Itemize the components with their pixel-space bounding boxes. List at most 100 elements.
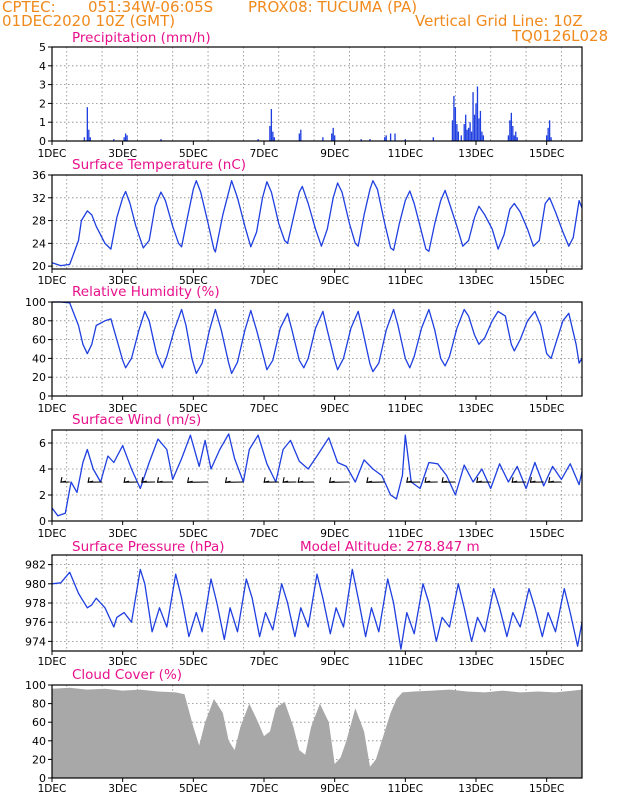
y-tick-label: 100: [25, 679, 46, 692]
cloud-title: Cloud Cover (%): [72, 667, 182, 683]
x-tick-label: 5DEC: [179, 783, 208, 795]
wind-arrow: [297, 477, 315, 483]
precip-bar: [547, 127, 549, 141]
cloud-frame: [51, 684, 583, 779]
header-datetime: 01DEC2020 10Z (GMT): [2, 12, 176, 30]
precip-bar: [546, 135, 548, 141]
wind-line: [51, 433, 583, 517]
x-tick-label: 7DEC: [250, 148, 279, 160]
precip-bar: [385, 135, 387, 141]
x-tick-label: 3DEC: [108, 783, 137, 795]
precip-bar: [466, 129, 468, 141]
precip-bar: [124, 133, 127, 141]
precip-bar: [481, 131, 483, 141]
y-tick-label: 36: [32, 169, 46, 182]
precip-bar: [451, 120, 454, 141]
precip-bar: [88, 129, 90, 141]
precip-bar: [548, 120, 551, 141]
pressure-line: [51, 568, 583, 650]
wind-arrow-head: [424, 477, 431, 483]
x-tick-label: 9DEC: [320, 403, 349, 415]
x-tick-label: 13DEC: [458, 656, 493, 668]
y-tick-label: 20: [32, 260, 46, 273]
y-tick-label: 80: [32, 698, 46, 711]
precip-bar: [550, 137, 552, 141]
wind-arrow: [123, 477, 138, 483]
precip-bar: [369, 139, 371, 141]
wind-arrow-head: [186, 477, 193, 484]
precip-bar: [475, 103, 477, 141]
y-tick-label: 978: [25, 597, 46, 610]
y-tick-label: 5: [39, 41, 46, 54]
wind-arrow-head: [156, 477, 163, 483]
y-tick-label: 982: [25, 559, 46, 572]
precip-bar: [332, 127, 334, 141]
wind-arrow: [141, 477, 156, 483]
x-tick-label: 13DEC: [458, 783, 493, 795]
header-source: CPTEC:: [2, 0, 56, 16]
precip-bar: [300, 129, 302, 141]
precip-bar: [89, 137, 91, 141]
temp-line: [51, 180, 583, 267]
wind-arrow: [186, 477, 209, 484]
wind-arrow: [424, 477, 438, 483]
x-tick-label: 1DEC: [38, 656, 67, 668]
x-tick-label: 7DEC: [250, 403, 279, 415]
precip-bar: [394, 133, 396, 141]
y-tick-label: 60: [32, 334, 46, 347]
temp-title: Surface Temperature (nC): [72, 157, 246, 173]
header-station: PROX08: TUCUMA (PA): [248, 0, 418, 16]
precip-bar: [334, 135, 336, 141]
precip-bar: [478, 118, 480, 141]
y-tick-label: 24: [32, 237, 46, 250]
y-tick-label: 1: [39, 116, 46, 129]
y-tick-label: 2: [39, 97, 46, 110]
precip-bar: [469, 122, 471, 141]
x-tick-label: 11DEC: [388, 403, 423, 415]
x-tick-label: 15DEC: [529, 148, 564, 160]
precip-bar: [457, 131, 459, 141]
precip-bar: [470, 131, 473, 141]
y-tick-label: 3: [39, 79, 46, 92]
x-tick-label: 3DEC: [108, 275, 137, 287]
precip-bar: [257, 139, 259, 141]
wind-arrow: [406, 477, 421, 483]
header-grid-note: Vertical Grid Line: 10Z: [415, 12, 583, 30]
wind-arrow-head: [406, 477, 412, 483]
x-tick-label: 3DEC: [108, 403, 137, 415]
precip-title: Precipitation (mm/h): [72, 30, 211, 46]
wind-arrow: [224, 477, 244, 483]
x-tick-label: 11DEC: [388, 528, 423, 540]
precip-bar: [126, 135, 128, 141]
wind-title: Surface Wind (m/s): [72, 412, 201, 428]
pressure-title: Surface Pressure (hPa): [72, 539, 225, 555]
x-tick-label: 5DEC: [179, 403, 208, 415]
precip-bar: [479, 110, 482, 141]
x-tick-label: 9DEC: [320, 275, 349, 287]
pressure-frame: [51, 554, 583, 652]
precip-bar: [123, 137, 125, 141]
precip-bar: [507, 135, 510, 141]
wind-arrow-head: [529, 477, 536, 483]
x-tick-label: 9DEC: [320, 783, 349, 795]
precip-bar: [453, 95, 455, 141]
y-tick-label: 20: [32, 753, 46, 766]
wind-arrow: [282, 477, 297, 483]
rh-line: [52, 301, 583, 375]
y-tick-label: 32: [32, 192, 46, 205]
wind-arrow: [476, 477, 491, 483]
wind-arrow-head: [511, 477, 518, 483]
precip-bar: [460, 135, 462, 141]
precip-bar: [360, 139, 362, 141]
y-tick-label: 80: [32, 315, 46, 328]
x-tick-label: 1DEC: [38, 148, 67, 160]
y-tick-label: 976: [25, 616, 46, 629]
y-tick-label: 4: [39, 60, 46, 73]
precip-bar: [273, 137, 275, 141]
precip-bar: [160, 139, 162, 141]
precip-bar: [298, 133, 300, 141]
x-tick-label: 13DEC: [458, 403, 493, 415]
wind-arrow-head: [366, 477, 373, 483]
wind-arrow-head: [60, 477, 67, 483]
precip-bar: [432, 137, 434, 141]
